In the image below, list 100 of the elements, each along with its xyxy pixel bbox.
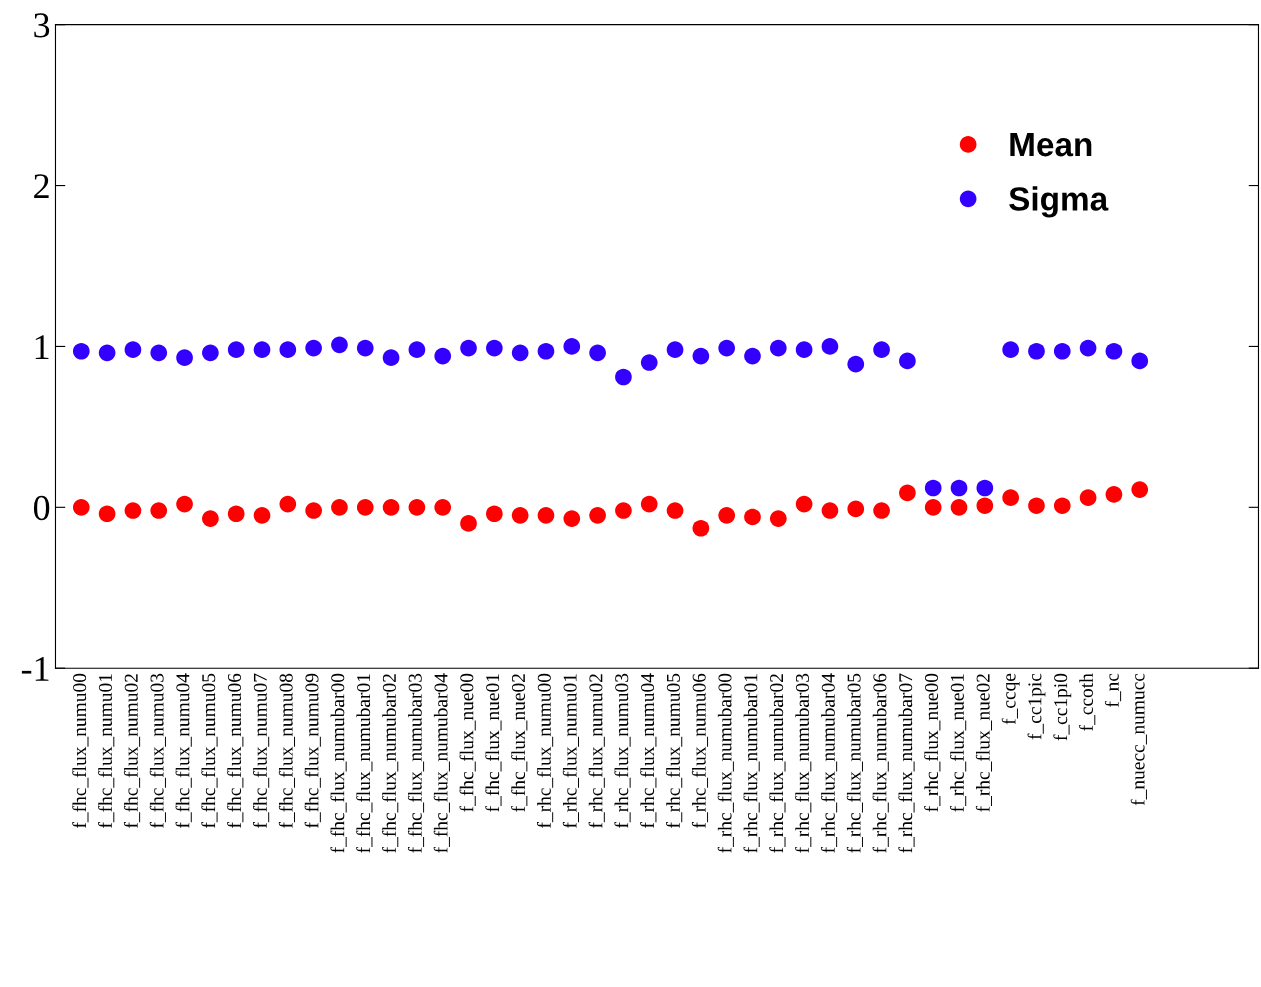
x-tick-label: f_fhc_flux_numu06 <box>227 673 244 828</box>
point <box>227 505 245 523</box>
x-tick-label: f_nc <box>1104 673 1122 708</box>
point <box>769 510 787 527</box>
x-tick-label: f_rhc_flux_nue02 <box>975 674 993 812</box>
point <box>72 342 90 360</box>
x-tick-label: f_rhc_flux_numubar04 <box>820 673 838 853</box>
point <box>382 349 400 367</box>
point <box>1131 481 1149 498</box>
point <box>511 507 529 524</box>
x-tick-label: f_rhc_flux_numubar02 <box>769 674 786 853</box>
point <box>150 502 168 519</box>
point <box>150 344 168 362</box>
point <box>72 498 90 516</box>
x-tick-label: f_fhc_flux_numubar02 <box>382 674 399 853</box>
x-tick-label: f_fhc_flux_numubar03 <box>407 673 425 853</box>
x-tick-label: f_fhc_flux_numu08 <box>278 673 295 828</box>
x-tick-label: f_rhc_flux_numubar05 <box>846 673 863 853</box>
x-tick-label: f_fhc_flux_numubar01 <box>356 674 373 853</box>
x-tick-label: f_fhc_flux_numu01 <box>98 674 115 828</box>
point <box>331 498 348 516</box>
point <box>176 495 193 513</box>
point <box>899 352 916 370</box>
point <box>873 502 890 519</box>
x-tick-label: f_cc1pi0 <box>1053 673 1072 741</box>
point <box>615 368 632 386</box>
point <box>950 498 968 516</box>
x-tick-label: f_fhc_flux_nue00 <box>459 673 476 812</box>
x-tick-label: f_rhc_flux_nue01 <box>950 674 967 812</box>
point <box>976 479 994 497</box>
point <box>537 507 555 524</box>
x-tick-label: f_fhc_flux_nue01 <box>485 674 502 812</box>
point <box>331 336 348 354</box>
point <box>279 341 297 358</box>
point <box>589 507 606 524</box>
point <box>279 495 297 513</box>
point <box>1079 489 1097 506</box>
point <box>718 507 736 524</box>
point <box>718 339 736 357</box>
point <box>899 484 916 502</box>
point <box>382 498 400 516</box>
y-tick-label: 0 <box>33 495 50 521</box>
point <box>1028 497 1045 515</box>
point <box>124 502 142 519</box>
point <box>666 341 684 358</box>
point <box>666 502 684 519</box>
point <box>1079 339 1097 357</box>
point <box>98 505 116 523</box>
point <box>460 515 477 532</box>
point <box>202 344 219 362</box>
x-tick-label: f_rhc_flux_numubar01 <box>743 674 760 853</box>
y-tick-label: 2 <box>34 174 49 199</box>
point <box>486 339 503 357</box>
x-tick-label: f_rhc_flux_numu02 <box>588 674 605 828</box>
x-tick-label: f_fhc_flux_numubar00 <box>330 673 347 853</box>
x-tick-label: f_rhc_flux_numu05 <box>666 673 683 828</box>
point <box>511 344 529 362</box>
point <box>227 341 245 358</box>
point <box>640 495 658 513</box>
point <box>253 341 271 358</box>
point <box>1053 342 1071 360</box>
x-tick-label: f_rhc_flux_numubar06 <box>872 673 889 853</box>
point <box>847 355 865 373</box>
point <box>1053 497 1071 515</box>
point <box>950 479 968 497</box>
x-tick-label: f_cc1pic <box>1027 673 1046 740</box>
x-tick-label: f_fhc_flux_numu07 <box>252 673 270 828</box>
point <box>924 479 942 497</box>
x-tick-label: f_rhc_flux_numu06 <box>691 673 709 828</box>
point <box>1105 342 1123 360</box>
point <box>460 339 477 357</box>
point <box>769 339 787 357</box>
point <box>1105 486 1123 503</box>
point <box>408 341 426 358</box>
x-tick-label: f_rhc_flux_numubar03 <box>795 673 812 853</box>
point <box>124 341 142 358</box>
point <box>486 505 503 523</box>
point <box>821 502 839 519</box>
x-tick-label: f_ccoth <box>1079 673 1096 731</box>
point <box>563 510 581 527</box>
point <box>692 347 710 365</box>
point <box>537 342 555 360</box>
x-tick-label: f_rhc_flux_numu01 <box>562 674 579 828</box>
x-tick-label: f_ccqe <box>1001 673 1020 725</box>
point <box>356 498 374 516</box>
point <box>356 339 374 357</box>
point <box>589 344 606 362</box>
x-tick-label: f_rhc_flux_numu03 <box>614 673 631 828</box>
point <box>795 341 813 358</box>
point <box>847 500 865 518</box>
x-tick-label: f_rhc_flux_numubar07 <box>898 673 915 853</box>
point <box>640 354 658 371</box>
legend-label: Mean <box>1010 133 1092 157</box>
point <box>1131 352 1149 370</box>
x-tick-label: f_fhc_flux_numu02 <box>123 674 141 828</box>
point <box>1002 489 1019 506</box>
x-tick-label: f_rhc_flux_numu04 <box>640 673 657 828</box>
point <box>253 507 271 524</box>
point <box>1002 341 1019 358</box>
point <box>924 498 942 516</box>
